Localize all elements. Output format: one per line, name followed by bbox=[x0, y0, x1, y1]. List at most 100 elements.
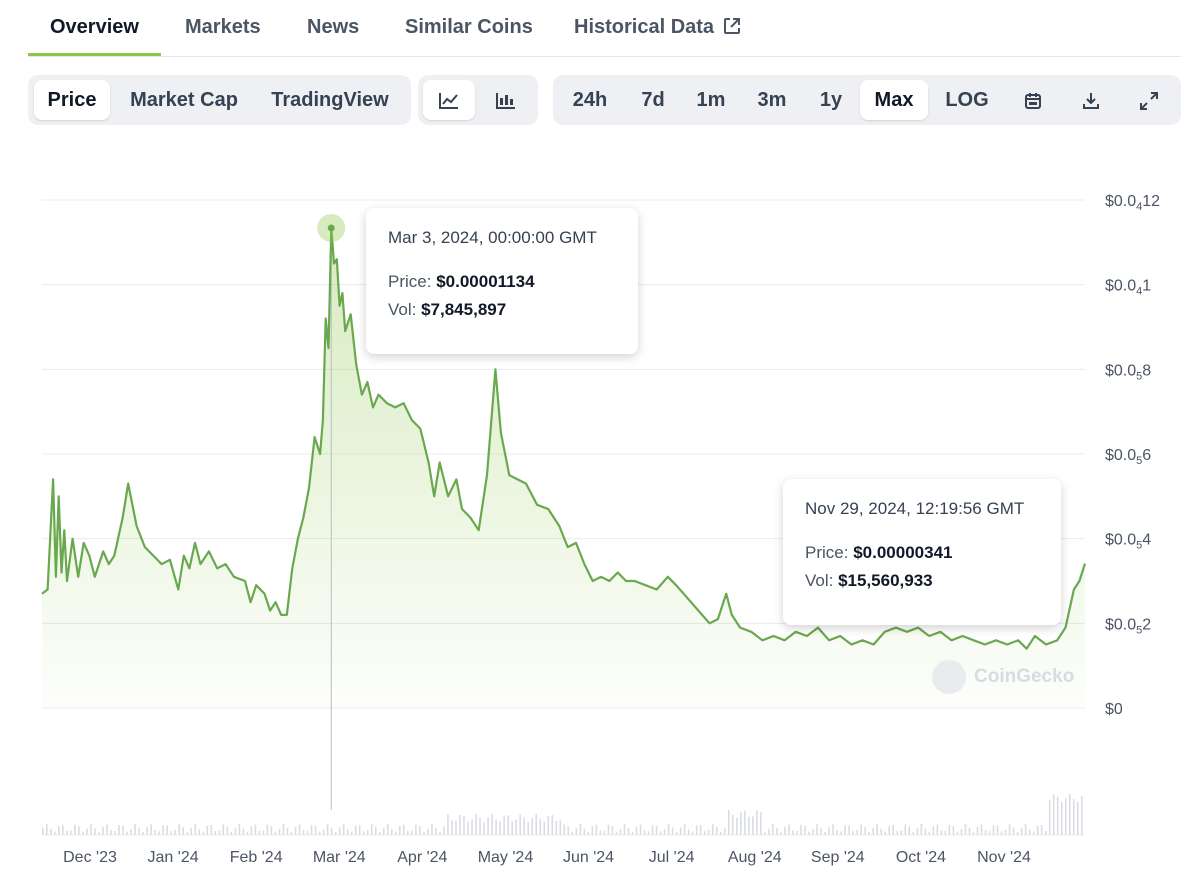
volume-bar bbox=[671, 827, 674, 835]
volume-bar bbox=[960, 829, 963, 835]
volume-bar bbox=[936, 824, 939, 835]
volume-bar bbox=[1052, 794, 1055, 835]
volume-bar bbox=[571, 831, 574, 835]
range-max-button[interactable]: Max bbox=[860, 80, 928, 120]
volume-bar bbox=[386, 824, 389, 835]
volume-bar bbox=[1076, 801, 1079, 835]
volume-bar bbox=[134, 824, 136, 835]
volume-bar bbox=[242, 828, 245, 835]
calendar-button[interactable] bbox=[1009, 80, 1057, 120]
calendar-icon bbox=[1023, 89, 1043, 111]
tooltip-volume-label: Vol: bbox=[388, 300, 417, 319]
tooltip-price-row: Price: $0.00000341 bbox=[805, 543, 1039, 563]
volume-bar bbox=[1056, 796, 1059, 835]
volume-bar bbox=[342, 824, 345, 835]
volume-bar bbox=[691, 831, 694, 835]
volume-bar bbox=[976, 826, 979, 835]
volume-bar bbox=[266, 824, 269, 835]
tab-news[interactable]: News bbox=[307, 16, 360, 38]
volume-bar bbox=[687, 829, 690, 835]
volume-bar bbox=[647, 831, 650, 835]
volume-bar bbox=[848, 825, 850, 835]
volume-bar bbox=[395, 831, 397, 835]
price-button[interactable]: Price bbox=[34, 80, 110, 120]
volume-bar bbox=[463, 815, 465, 835]
line-chart-icon bbox=[438, 89, 460, 111]
volume-bar bbox=[427, 828, 429, 835]
tab-markets[interactable]: Markets bbox=[185, 16, 261, 38]
x-tick-label: Mar '24 bbox=[313, 849, 366, 866]
volume-bar bbox=[623, 824, 626, 835]
volume-bar bbox=[471, 819, 473, 835]
volume-bar bbox=[358, 825, 361, 835]
volume-bar bbox=[310, 825, 313, 835]
volume-bar bbox=[844, 825, 846, 835]
volume-bar bbox=[362, 831, 365, 835]
tooltip-price-value: $0.00001134 bbox=[436, 272, 535, 291]
volume-bar bbox=[1064, 798, 1067, 835]
volume-bar bbox=[443, 826, 445, 835]
volume-bar bbox=[679, 827, 682, 835]
volume-bar bbox=[210, 824, 213, 835]
volume-bar bbox=[968, 828, 971, 835]
volume-bar bbox=[551, 814, 554, 835]
volume-bar bbox=[138, 827, 140, 835]
volume-bar bbox=[603, 830, 606, 835]
download-button[interactable] bbox=[1067, 80, 1115, 120]
candlestick-button[interactable] bbox=[480, 80, 532, 120]
volume-bar bbox=[294, 826, 297, 835]
tooltip-price-row: Price: $0.00001134 bbox=[388, 272, 616, 292]
volume-bar bbox=[772, 824, 774, 835]
tab-similar-coins[interactable]: Similar Coins bbox=[405, 16, 533, 38]
range-1m-button[interactable]: 1m bbox=[696, 89, 726, 111]
volume-bar bbox=[948, 824, 951, 835]
volume-bar bbox=[952, 826, 955, 835]
volume-bar bbox=[816, 824, 818, 835]
range-24h-button[interactable]: 24h bbox=[572, 89, 608, 111]
volume-bar bbox=[286, 828, 289, 835]
highlight-point[interactable] bbox=[327, 224, 335, 232]
volume-bar bbox=[852, 831, 854, 835]
volume-bar bbox=[876, 824, 878, 835]
range-3m-button[interactable]: 3m bbox=[757, 89, 787, 111]
tooltip-volume-value: $15,560,933 bbox=[838, 571, 933, 590]
volume-bar bbox=[575, 828, 578, 835]
x-tick-label: Apr '24 bbox=[397, 849, 447, 866]
volume-bar bbox=[683, 824, 686, 835]
log-scale-button[interactable]: LOG bbox=[945, 89, 989, 111]
volume-bar bbox=[122, 825, 124, 835]
volume-bar bbox=[130, 829, 132, 835]
tab-overview[interactable]: Overview bbox=[28, 16, 161, 56]
volume-bar bbox=[174, 829, 176, 835]
volume-bar bbox=[62, 824, 64, 835]
volume-bar bbox=[567, 826, 570, 835]
volume-bar bbox=[58, 826, 60, 835]
volume-bar bbox=[579, 824, 582, 835]
volume-bar bbox=[170, 831, 172, 835]
volume-bar bbox=[206, 825, 209, 835]
volume-bar bbox=[583, 828, 586, 835]
volume-bar bbox=[535, 814, 538, 835]
volume-bar bbox=[94, 828, 96, 835]
volume-bar bbox=[531, 817, 534, 835]
volume-bar bbox=[302, 830, 305, 835]
tooltip-price-value: $0.00000341 bbox=[853, 543, 953, 562]
volume-bar bbox=[483, 821, 485, 835]
fullscreen-button[interactable] bbox=[1125, 80, 1173, 120]
volume-bar bbox=[615, 831, 618, 835]
volume-bar bbox=[912, 831, 915, 835]
volume-bar bbox=[611, 826, 614, 835]
range-7d-button[interactable]: 7d bbox=[641, 89, 665, 111]
volume-bar bbox=[507, 815, 509, 835]
tradingview-button[interactable]: TradingView bbox=[271, 89, 389, 111]
volume-bar bbox=[250, 826, 253, 835]
line-chart-button[interactable] bbox=[423, 80, 475, 120]
volume-bar bbox=[467, 821, 469, 835]
volume-bar bbox=[150, 824, 152, 835]
volume-bar bbox=[399, 826, 401, 835]
tab-historical-data[interactable]: Historical Data bbox=[574, 16, 742, 56]
volume-bar bbox=[198, 829, 201, 835]
range-1y-button[interactable]: 1y bbox=[819, 89, 843, 111]
volume-bar bbox=[760, 812, 762, 835]
market-cap-button[interactable]: Market Cap bbox=[130, 89, 238, 111]
